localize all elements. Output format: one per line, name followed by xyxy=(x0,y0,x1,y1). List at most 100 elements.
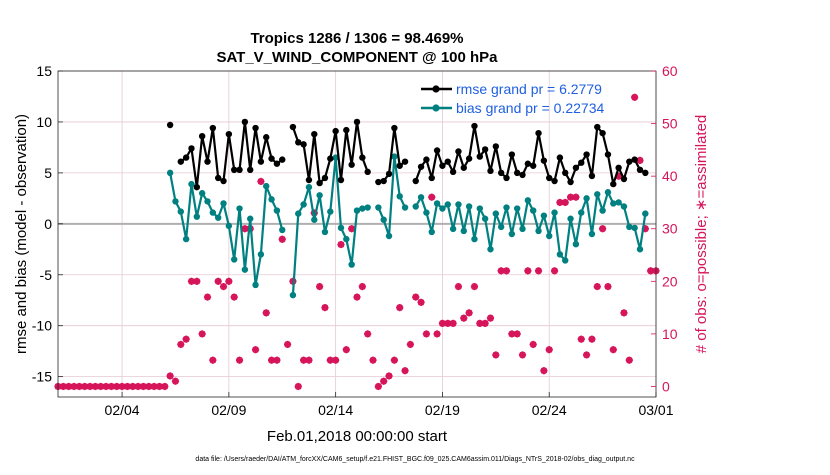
obs-assimilated-marker xyxy=(460,314,468,322)
bias-point xyxy=(513,205,521,212)
rmse-point xyxy=(401,158,409,165)
rmse-point xyxy=(257,158,265,165)
rmse-point xyxy=(481,146,489,153)
obs-assimilated-marker xyxy=(588,335,596,343)
asterisk-stroke xyxy=(620,309,628,316)
asterisk-stroke xyxy=(626,357,633,364)
y-axis-left-label: rmse and bias (model - observation) xyxy=(13,114,30,354)
obs-assimilated-marker xyxy=(225,277,233,285)
bias-point xyxy=(172,198,179,205)
obs-assimilated-marker xyxy=(401,367,409,375)
bias-point xyxy=(503,204,510,211)
asterisk-stroke xyxy=(417,299,425,306)
asterisk-stroke xyxy=(92,383,99,390)
obs-assimilated-marker xyxy=(209,356,217,364)
rmse-point xyxy=(497,169,505,177)
bias-point xyxy=(465,203,473,210)
rmse-point xyxy=(204,158,211,165)
asterisk-stroke xyxy=(60,383,67,390)
bias-point xyxy=(273,207,281,214)
rmse-point xyxy=(465,155,473,162)
rmse-point xyxy=(337,176,345,184)
obs-assimilated-marker xyxy=(262,309,270,317)
rmse-point xyxy=(268,155,275,162)
rmse-point xyxy=(508,151,516,158)
y-left-tick-label: -5 xyxy=(40,267,53,283)
rmse-point xyxy=(524,160,532,167)
asterisk-stroke xyxy=(129,383,136,390)
rmse-point xyxy=(353,118,361,126)
bias-point xyxy=(327,208,334,215)
bias-point xyxy=(460,227,467,235)
asterisk-stroke xyxy=(567,194,574,201)
asterisk-stroke xyxy=(450,320,457,327)
data-file-footer: data file: /Users/raeder/DAI/ATM_forcXX/… xyxy=(195,456,635,463)
asterisk-stroke xyxy=(124,383,131,390)
rmse-point xyxy=(519,171,526,179)
bias-point xyxy=(583,195,590,202)
bias-point xyxy=(289,291,297,299)
bias-point xyxy=(610,200,617,207)
asterisk-stroke xyxy=(231,294,238,301)
bias-point xyxy=(214,214,222,221)
bias-point xyxy=(348,261,355,268)
rmse-point xyxy=(359,154,366,161)
obs-assimilated-marker xyxy=(332,356,340,364)
bias-point xyxy=(343,235,350,243)
asterisk-stroke xyxy=(156,383,163,390)
asterisk-stroke xyxy=(369,357,377,364)
bias-point xyxy=(615,199,622,206)
bias-point xyxy=(519,225,526,233)
obs-assimilated-marker xyxy=(353,293,361,301)
obs-assimilated-marker xyxy=(182,335,190,343)
rmse-point xyxy=(343,126,350,134)
rmse-point xyxy=(535,129,542,137)
obs-assimilated-marker xyxy=(550,267,559,275)
asterisk-stroke xyxy=(487,315,494,322)
asterisk-stroke xyxy=(530,341,537,348)
bias-point xyxy=(423,209,430,216)
bias-point xyxy=(535,227,542,235)
rmse-point xyxy=(449,168,457,176)
rmse-point xyxy=(604,151,612,158)
bias-point xyxy=(337,224,345,232)
bias-point xyxy=(529,207,537,214)
bias-point xyxy=(524,197,532,204)
y-right-tick-label: 50 xyxy=(662,116,678,132)
chart-title-line1: Tropics 1286 / 1306 = 98.469% xyxy=(250,30,463,47)
obs-assimilated-marker xyxy=(369,356,377,364)
bias-point xyxy=(364,204,371,211)
bias-point xyxy=(380,216,387,223)
obs-assimilated-marker xyxy=(412,293,420,301)
asterisk-stroke xyxy=(220,283,227,290)
obs-assimilated-marker xyxy=(294,382,302,391)
asterisk-stroke xyxy=(380,378,387,385)
bias-point xyxy=(236,205,243,212)
asterisk-stroke xyxy=(252,346,259,353)
asterisk-stroke xyxy=(81,383,88,390)
asterisk-stroke xyxy=(263,309,270,316)
rmse-point xyxy=(455,148,462,155)
obs-assimilated-marker xyxy=(620,309,628,317)
rmse-point xyxy=(444,158,451,165)
x-tick-label: 02/19 xyxy=(425,402,460,418)
obs-assimilated-marker xyxy=(476,319,484,327)
bias-point xyxy=(471,235,478,243)
asterisk-stroke xyxy=(257,178,264,185)
asterisk-stroke xyxy=(492,351,499,359)
obs-assimilated-marker xyxy=(235,356,244,364)
rmse-point xyxy=(263,134,270,141)
asterisk-stroke xyxy=(572,194,579,201)
rmse-point xyxy=(626,158,633,165)
bias-point xyxy=(220,200,227,207)
bias-point xyxy=(428,228,435,236)
bias-point xyxy=(551,209,558,216)
obs-assimilated-marker xyxy=(342,346,350,354)
obs-assimilated-marker xyxy=(390,356,398,364)
rmse-point xyxy=(236,166,243,174)
asterisk-stroke xyxy=(241,225,248,232)
asterisk-stroke xyxy=(385,372,393,380)
rmse-point xyxy=(316,179,323,187)
asterisk-stroke xyxy=(204,294,211,301)
